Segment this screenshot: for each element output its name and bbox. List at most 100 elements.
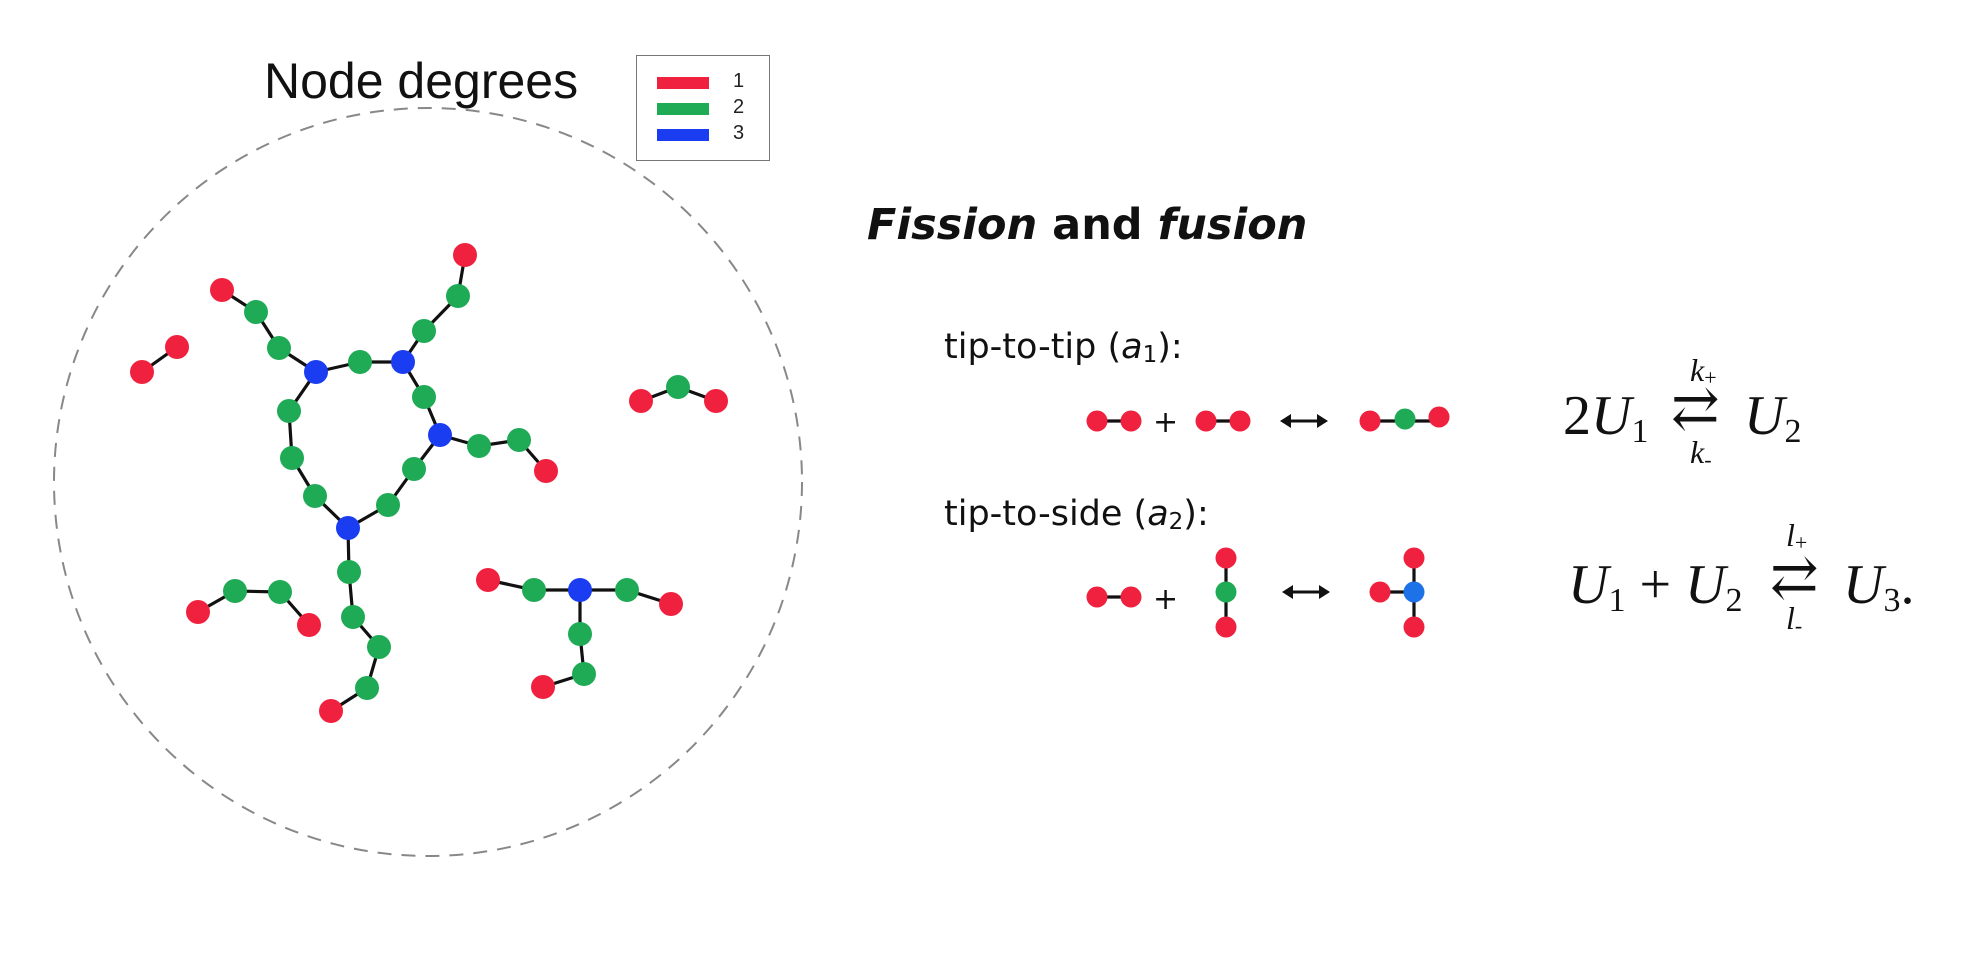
equation-1-arrows: ⇄ — [1671, 376, 1720, 441]
reaction-param: a — [1147, 494, 1169, 534]
reaction-node-degree-1 — [1403, 616, 1425, 638]
legend-swatch-blue — [657, 129, 709, 141]
graph-node-degree-1 — [319, 699, 343, 723]
eq1-rate-forward-symbol: k — [1690, 352, 1705, 388]
heading-fission: Fission — [867, 200, 1038, 250]
eq1-var: U — [1591, 385, 1632, 447]
reaction-node-degree-1 — [1086, 586, 1108, 608]
graph-node-degree-3 — [304, 360, 328, 384]
reaction-node-degree-1 — [1369, 581, 1391, 603]
legend-swatch-green — [657, 103, 709, 115]
eq1-var-right: U — [1744, 385, 1785, 447]
eq2-rate-backward: l- — [1786, 600, 1802, 639]
reaction-param-sub: 2 — [1168, 509, 1184, 535]
eq2-rate-backward-sub: - — [1794, 613, 1803, 638]
eq2-rate-forward-sub: + — [1794, 530, 1808, 555]
reaction-node-degree-1 — [1120, 586, 1142, 608]
graph-title: Node degrees — [264, 53, 579, 109]
graph-node-degree-2 — [507, 428, 531, 452]
graph-node-degree-1 — [704, 389, 728, 413]
boundary-circle — [53, 107, 803, 857]
graph-node-degree-1 — [130, 360, 154, 384]
reaction-node-degree-2 — [1215, 581, 1237, 603]
graph-node-degree-2 — [402, 457, 426, 481]
eq2-plus: + — [1639, 554, 1672, 616]
graph-node-degree-2 — [446, 284, 470, 308]
graph-node-degree-2 — [341, 605, 365, 629]
graph-node-degree-2 — [277, 399, 301, 423]
graph-node-degree-2 — [355, 676, 379, 700]
reaction-param: a — [1121, 327, 1143, 367]
equation-1-right: U2 — [1744, 384, 1801, 451]
reaction-label-text: tip-to-side ( — [944, 494, 1148, 534]
graph-node-degree-2 — [267, 336, 291, 360]
graph-node-degree-1 — [297, 613, 321, 637]
reaction-node-degree-1 — [1229, 410, 1251, 432]
double-arrow-icon — [1280, 414, 1328, 428]
graph-node-degree-2 — [268, 580, 292, 604]
graph-node-degree-3 — [568, 578, 592, 602]
graph-node-degree-1 — [476, 568, 500, 592]
graph-node-degree-1 — [210, 278, 234, 302]
reaction-node-degree-3 — [1403, 581, 1425, 603]
eq1-coef: 2 — [1563, 385, 1591, 447]
legend: 1 2 3 — [636, 55, 770, 161]
reaction-node-degree-1 — [1428, 406, 1450, 428]
eq1-rate-forward: k+ — [1690, 352, 1717, 391]
reaction-node-degree-1 — [1215, 547, 1237, 569]
graph-node-degree-2 — [615, 578, 639, 602]
reaction-node-degree-1 — [1120, 410, 1142, 432]
legend-label-3: 3 — [733, 122, 745, 144]
legend-label-1: 1 — [733, 70, 745, 92]
graph-node-degree-2 — [223, 579, 247, 603]
reaction-node-degree-2 — [1394, 408, 1416, 430]
graph-node-degree-2 — [666, 375, 690, 399]
eq2-sub-b: 2 — [1725, 582, 1743, 619]
eq2-period: . — [1900, 554, 1915, 616]
graph-node-degree-2 — [412, 385, 436, 409]
eq1-rate-backward: k- — [1690, 434, 1712, 473]
reaction-node-degree-1 — [1359, 410, 1381, 432]
equation-2-arrows: ⇄ — [1770, 545, 1819, 610]
plus-sign-2: + — [1153, 582, 1179, 617]
reaction-node-degree-1 — [1195, 410, 1217, 432]
graph-node-degree-3 — [391, 350, 415, 374]
eq2-var-right: U — [1843, 554, 1884, 616]
graph-node-degree-2 — [244, 300, 268, 324]
eq2-rate-forward: l+ — [1786, 517, 1807, 556]
reaction-label-tip-to-side: tip-to-side (a2): — [944, 494, 1209, 535]
reaction-label-suffix: ): — [1183, 494, 1209, 534]
equation-1-left: 2U1 — [1563, 384, 1648, 451]
reaction-param-sub: 1 — [1142, 342, 1158, 368]
graph-node-degree-2 — [572, 662, 596, 686]
eq2-var-a: U — [1568, 554, 1609, 616]
graph-node-degree-2 — [412, 319, 436, 343]
eq1-sub: 1 — [1631, 413, 1649, 450]
graph-node-degree-1 — [186, 600, 210, 624]
eq1-sub-right: 2 — [1784, 413, 1802, 450]
heading-and: and — [1037, 200, 1158, 250]
graph-node-degree-2 — [376, 493, 400, 517]
reaction-node-degree-1 — [1215, 616, 1237, 638]
eq2-sub-a: 1 — [1608, 582, 1626, 619]
graph-node-degree-2 — [303, 484, 327, 508]
eq2-rate-backward-symbol: l — [1786, 600, 1795, 636]
heading: Fission and fusion — [867, 200, 1307, 250]
graph-node-degree-2 — [367, 635, 391, 659]
graph-node-degree-2 — [337, 560, 361, 584]
eq1-rate-forward-sub: + — [1704, 365, 1717, 390]
graph-node-degree-1 — [453, 243, 477, 267]
graph-node-degree-1 — [629, 389, 653, 413]
eq1-rate-backward-sub: - — [1704, 447, 1712, 472]
reaction-label-suffix: ): — [1157, 327, 1183, 367]
graph-node-degree-2 — [568, 622, 592, 646]
reaction-label-tip-to-tip: tip-to-tip (a1): — [944, 327, 1183, 368]
legend-label-2: 2 — [733, 96, 745, 118]
graph-node-degree-1 — [534, 459, 558, 483]
graph-node-degree-2 — [522, 578, 546, 602]
reaction-node-degree-1 — [1086, 410, 1108, 432]
legend-swatch-red — [657, 77, 709, 89]
plus-sign-1: + — [1153, 405, 1179, 440]
